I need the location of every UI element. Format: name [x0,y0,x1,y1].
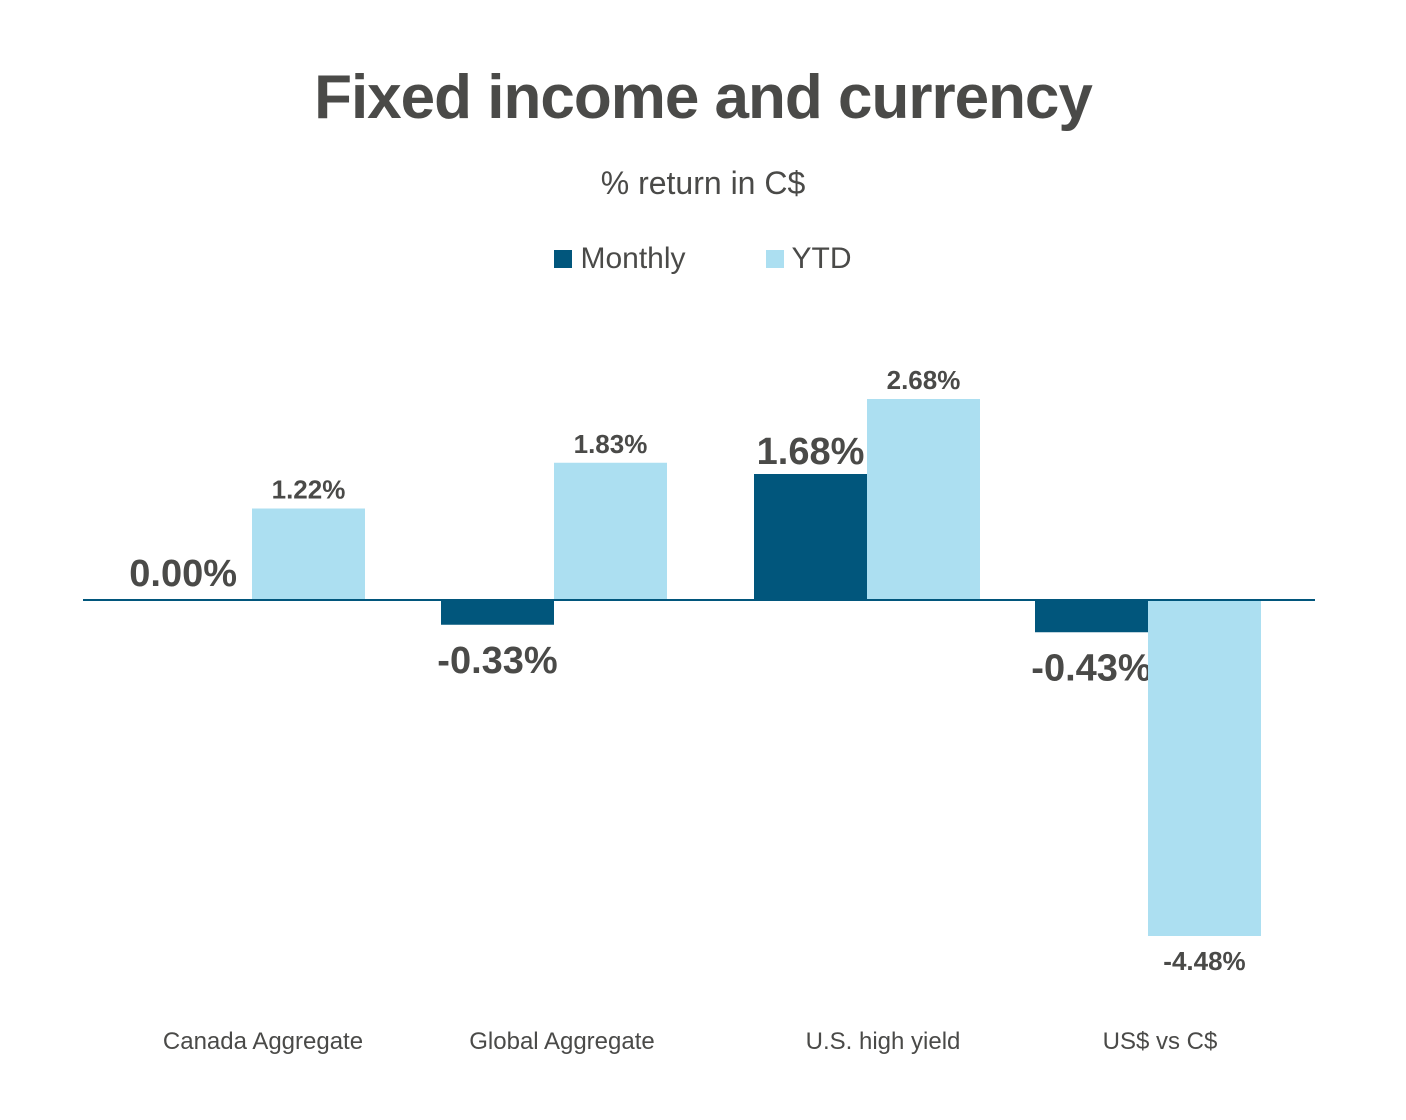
category-label-2: Global Aggregate [469,1028,654,1055]
category-label-1: Canada Aggregate [163,1028,363,1055]
bar-ytd-4 [1148,600,1261,936]
category-label-3: U.S. high yield [806,1028,961,1055]
bar-ytd-2 [554,462,667,600]
bar-monthly-2 [441,600,554,625]
bar-ytd-3 [867,399,980,600]
value-label-ytd-1: 1.22% [272,475,346,505]
legend-item-ytd: YTD [765,242,852,276]
bar-monthly-4 [1035,600,1148,633]
bar-monthly-3 [754,474,867,600]
value-label-monthly-1: 0.00% [129,553,237,595]
value-label-ytd-2: 1.83% [574,429,648,459]
chart-subtitle: % return in C$ [600,165,806,201]
value-label-monthly-4: -0.43% [1031,647,1151,689]
bar-ytd-1 [252,508,365,600]
category-label-4: US$ vs C$ [1103,1028,1218,1055]
chart-title: Fixed income and currency [314,63,1093,132]
legend-item-monthly: Monthly [554,242,686,276]
legend: Monthly YTD [0,242,1406,276]
legend-label-ytd: YTD [791,242,852,275]
value-label-monthly-2: -0.33% [437,640,557,682]
value-label-ytd-3: 2.68% [887,365,961,395]
legend-swatch-monthly [554,250,573,268]
legend-swatch-ytd [765,250,784,268]
value-label-monthly-3: 1.68% [757,431,865,473]
value-label-ytd-4: -4.48% [1163,946,1245,976]
legend-label-monthly: Monthly [580,242,686,275]
